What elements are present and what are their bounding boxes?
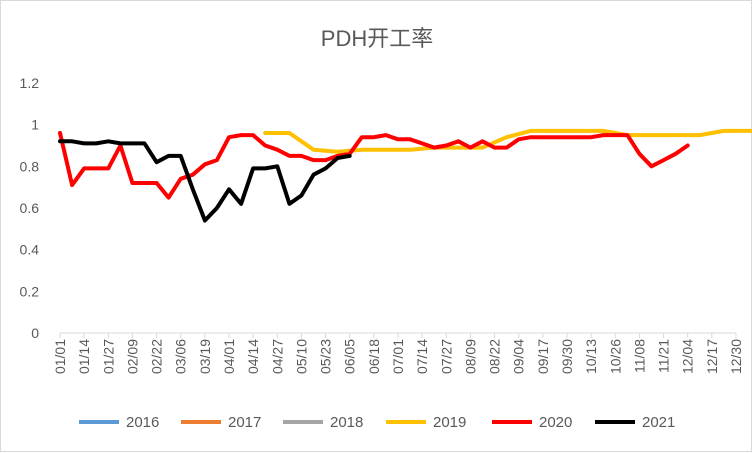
legend-label-2021: 2021 — [642, 414, 675, 431]
y-tick-label: 1.2 — [20, 75, 40, 91]
y-tick-label: 0 — [31, 325, 39, 341]
x-tick-label: 03/19 — [197, 339, 213, 374]
legend-label-2020: 2020 — [539, 414, 572, 431]
legend-label-2018: 2018 — [330, 414, 363, 431]
series-line-2019 — [263, 128, 752, 154]
x-tick-label: 03/06 — [173, 339, 189, 374]
legend: 2016 2017 2018 2019 2020 2021 — [79, 414, 675, 431]
legend-label-2016: 2016 — [126, 414, 159, 431]
series-line-2020 — [58, 131, 690, 200]
x-tick-label: 08/22 — [487, 339, 503, 374]
x-tick-label: 07/14 — [414, 339, 430, 374]
chart-title: PDH开工率 — [321, 26, 433, 51]
y-tick-label: 0.6 — [20, 200, 40, 216]
x-tick-label: 06/18 — [366, 339, 382, 374]
x-tick-label: 05/10 — [293, 339, 309, 374]
y-axis: 0 0.2 0.4 0.6 0.8 1 1.2 — [20, 75, 40, 341]
x-tick-label: 06/05 — [342, 339, 358, 374]
x-axis: 01/01 01/14 01/27 02/09 02/22 03/06 03/19 04/01… — [52, 332, 744, 374]
x-tick-label: 01/14 — [76, 339, 92, 374]
x-tick-label: 04/14 — [245, 339, 261, 374]
x-tick-label: 02/09 — [124, 339, 140, 374]
x-tick-label: 09/04 — [511, 339, 527, 374]
x-tick-label: 11/21 — [656, 339, 672, 373]
x-tick-label: 12/30 — [728, 339, 744, 374]
x-tick-label: 09/30 — [559, 339, 575, 374]
x-tick-label: 05/23 — [318, 339, 334, 374]
y-tick-label: 0.8 — [20, 158, 40, 174]
y-tick-label: 1 — [31, 117, 39, 133]
x-tick-label: 08/09 — [462, 339, 478, 374]
x-tick-label: 01/27 — [100, 339, 116, 374]
x-tick-label: 12/04 — [680, 339, 696, 374]
legend-label-2017: 2017 — [228, 414, 261, 431]
series-layer — [58, 128, 752, 223]
x-tick-label: 07/01 — [390, 339, 406, 374]
x-tick-label: 07/27 — [438, 339, 454, 374]
legend-label-2019: 2019 — [433, 414, 466, 431]
x-tick-label: 09/17 — [535, 339, 551, 374]
x-tick-label: 02/22 — [149, 339, 165, 374]
series-line-2021 — [58, 139, 352, 223]
y-tick-label: 0.2 — [20, 283, 40, 299]
y-tick-label: 0.4 — [20, 242, 40, 258]
x-tick-label: 10/13 — [583, 339, 599, 374]
x-tick-label: 12/17 — [704, 339, 720, 374]
x-tick-label: 04/01 — [221, 339, 237, 374]
x-tick-label: 04/27 — [269, 339, 285, 374]
x-tick-label: 01/01 — [52, 339, 68, 374]
x-tick-label: 10/26 — [607, 339, 623, 374]
x-tick-label: 11/08 — [631, 339, 647, 373]
